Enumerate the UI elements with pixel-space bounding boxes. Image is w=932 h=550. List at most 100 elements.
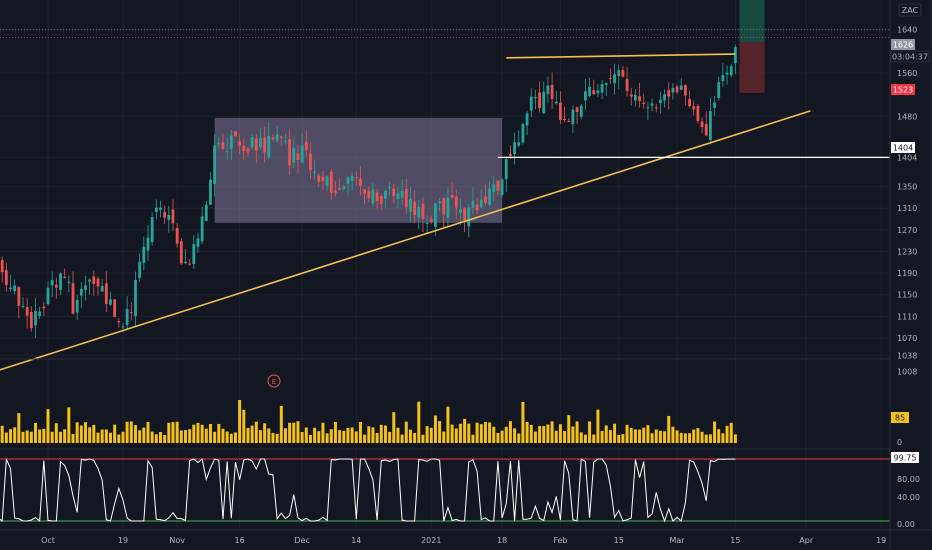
candle-body [534, 97, 537, 98]
volume-bar [226, 432, 229, 443]
candle-body [501, 180, 504, 195]
volume-bar [401, 435, 404, 443]
volume-bar [342, 431, 345, 443]
candle-body [372, 190, 375, 204]
volume-bar [138, 430, 141, 443]
candle-body [322, 177, 325, 181]
price-tick-label: 1150 [897, 291, 917, 300]
last-price-value: 1626 [893, 41, 913, 50]
candle-body [584, 91, 587, 100]
volume-bar [159, 432, 162, 443]
candle-body [572, 110, 575, 125]
time-tick-label: 14 [351, 536, 361, 545]
candle-body [163, 212, 166, 218]
candle-body [676, 87, 679, 93]
volume-bar [634, 429, 637, 443]
volume-bar [63, 429, 66, 443]
volume-bar [642, 428, 645, 443]
candle-body [288, 139, 291, 165]
candle-body [542, 92, 545, 113]
volume-bar [113, 425, 116, 443]
volume-bar [134, 425, 137, 443]
volume-bar [221, 429, 224, 443]
volume-bar [459, 424, 462, 443]
volume-bar [638, 430, 641, 443]
volume-bar [109, 433, 112, 443]
candle-body [159, 208, 162, 210]
position-box [740, 0, 765, 93]
volume-bar [292, 423, 295, 443]
candle-body [167, 215, 170, 220]
volume-bar [96, 433, 99, 443]
candle-body [401, 191, 404, 198]
candle-body [397, 193, 400, 199]
candle-body [88, 280, 91, 282]
volume-bar [305, 428, 308, 443]
time-tick-label: Mar [670, 536, 686, 545]
volume-bar [26, 430, 29, 443]
volume-bar [630, 428, 633, 443]
volume-bar [659, 431, 662, 443]
candle-body [217, 143, 220, 144]
candle-body [26, 307, 29, 316]
volume-bar [621, 434, 624, 443]
volume-bar [667, 416, 670, 443]
candle-body [442, 198, 445, 214]
volume-bar [609, 430, 612, 443]
volume-bar [334, 422, 337, 443]
candle-body [509, 154, 512, 156]
candle-body [517, 142, 520, 145]
candle-body [147, 238, 150, 251]
volume-bar [546, 425, 549, 443]
volume-bar [246, 428, 249, 443]
time-tick-label: Apr [799, 536, 814, 545]
price-tick-label: 1404 [897, 153, 917, 162]
volume-bar [55, 423, 58, 443]
candle-body [201, 216, 204, 241]
volume-bar [276, 434, 279, 443]
candle-body [713, 103, 716, 108]
position-stop-zone[interactable] [740, 42, 765, 93]
candle-body [705, 124, 708, 135]
candle-body [1, 260, 4, 272]
volume-bar [692, 430, 695, 443]
volume-bar [92, 425, 95, 443]
volume-bar [47, 409, 50, 443]
volume-bar [255, 422, 258, 443]
price-tick-label: 1310 [897, 204, 917, 213]
volume-bar [538, 426, 541, 443]
candle-body [522, 124, 525, 142]
volume-bar [213, 432, 216, 443]
consolidation-range-box[interactable] [215, 118, 502, 223]
candle-body [313, 172, 316, 173]
candle-body [463, 208, 466, 221]
stop-price-tag: 1523 [891, 84, 915, 95]
candle-body [634, 95, 637, 101]
candle-body [172, 210, 175, 224]
volume-bar [488, 422, 491, 443]
candle-body [22, 306, 25, 307]
volume-bar [17, 413, 20, 443]
candle-body [197, 238, 200, 246]
volume-bar [605, 425, 608, 443]
volume-bar [196, 423, 199, 443]
volume-bar [626, 425, 629, 443]
volume-bar [526, 422, 529, 443]
volume-bar [392, 412, 395, 443]
volume-bar [451, 425, 454, 443]
volume-bar [580, 432, 583, 443]
candle-body [647, 107, 650, 108]
volume-bar [571, 427, 574, 443]
volume-bar [463, 419, 466, 443]
volume-bar [234, 432, 237, 443]
candle-body [505, 159, 508, 179]
position-target-zone[interactable] [740, 0, 765, 42]
candle-body [47, 288, 50, 304]
candle-body [696, 106, 699, 121]
earnings-label: E [272, 378, 276, 386]
volume-bar [180, 430, 183, 443]
volume-bar [376, 433, 379, 443]
candle-body [588, 87, 591, 96]
volume-bar [680, 433, 683, 443]
